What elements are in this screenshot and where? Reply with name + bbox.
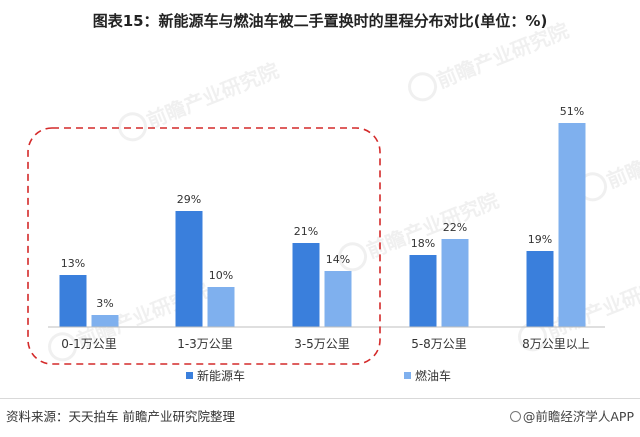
- bar-new-energy-4: [526, 251, 554, 327]
- watermark-text: 前瞻产业研究院: [433, 18, 572, 93]
- bar-fuel-1: [207, 287, 235, 327]
- watermark-text: 前瞻产业研究院: [143, 58, 282, 133]
- labels-layer: 13% 29% 21% 18% 19% 3% 10% 14% 22% 51%: [61, 105, 584, 310]
- bar-fuel-0: [91, 315, 119, 327]
- legend-swatch-new-energy: [186, 372, 193, 379]
- data-label-new-energy-1: 29%: [177, 193, 201, 206]
- highlight-box: [27, 127, 381, 365]
- legend-swatch-fuel: [404, 372, 411, 379]
- footer-divider: [0, 398, 640, 399]
- x-tick-label-2: 3-5万公里: [294, 337, 350, 351]
- data-label-fuel-0: 3%: [96, 297, 113, 310]
- bar-new-energy-3: [409, 255, 437, 327]
- watermark-logo-icon: [118, 112, 148, 142]
- data-label-new-energy-2: 21%: [294, 225, 318, 238]
- watermark-text: 前瞻产业研究院: [603, 118, 640, 193]
- data-label-new-energy-3: 18%: [411, 237, 435, 250]
- watermark-logo-icon: [338, 242, 368, 272]
- x-tick-labels: 0-1万公里 1-3万公里 3-5万公里 5-8万公里 8万公里以上: [61, 337, 590, 351]
- x-tick-label-1: 1-3万公里: [177, 337, 233, 351]
- app-watermark-text: @前瞻经济学人APP: [522, 409, 634, 424]
- watermark-logo-icon: [48, 332, 78, 362]
- legend-label-fuel: 燃油车: [415, 368, 451, 383]
- bar-fuel-3: [441, 239, 469, 327]
- bar-fuel-4: [558, 123, 586, 327]
- data-label-fuel-1: 10%: [209, 269, 233, 282]
- app-watermark: @前瞻经济学人APP: [509, 406, 634, 425]
- source-note: 资料来源：天天拍车 前瞻产业研究院整理: [6, 409, 235, 424]
- data-label-fuel-4: 51%: [560, 105, 584, 118]
- data-label-fuel-3: 22%: [443, 221, 467, 234]
- data-label-fuel-2: 14%: [326, 253, 350, 266]
- x-tick-label-4: 8万公里以上: [522, 337, 590, 351]
- bars-layer: [59, 123, 586, 327]
- chart-title: 图表15：新能源车与燃油车被二手置换时的里程分布对比(单位：%): [92, 12, 548, 30]
- watermark-text: 前瞻产业研究院: [363, 188, 502, 263]
- legend-label-new-energy: 新能源车: [197, 368, 245, 383]
- brand-watermark: 前瞻产业研究院: [118, 58, 282, 142]
- watermark-text: 前瞻产业研究院: [543, 268, 640, 343]
- bar-new-energy-2: [292, 243, 320, 327]
- bar-new-energy-0: [59, 275, 87, 327]
- data-label-new-energy-0: 13%: [61, 257, 85, 270]
- bar-fuel-2: [324, 271, 352, 327]
- x-tick-label-3: 5-8万公里: [411, 337, 467, 351]
- brand-watermark: 前瞻产业研究院: [408, 18, 572, 102]
- app-logo-icon: [509, 411, 521, 422]
- bar-new-energy-1: [175, 211, 203, 327]
- legend: 新能源车 燃油车: [186, 368, 451, 383]
- watermark-logo-icon: [408, 72, 438, 102]
- data-label-new-energy-4: 19%: [528, 233, 552, 246]
- x-tick-label-0: 0-1万公里: [61, 337, 117, 351]
